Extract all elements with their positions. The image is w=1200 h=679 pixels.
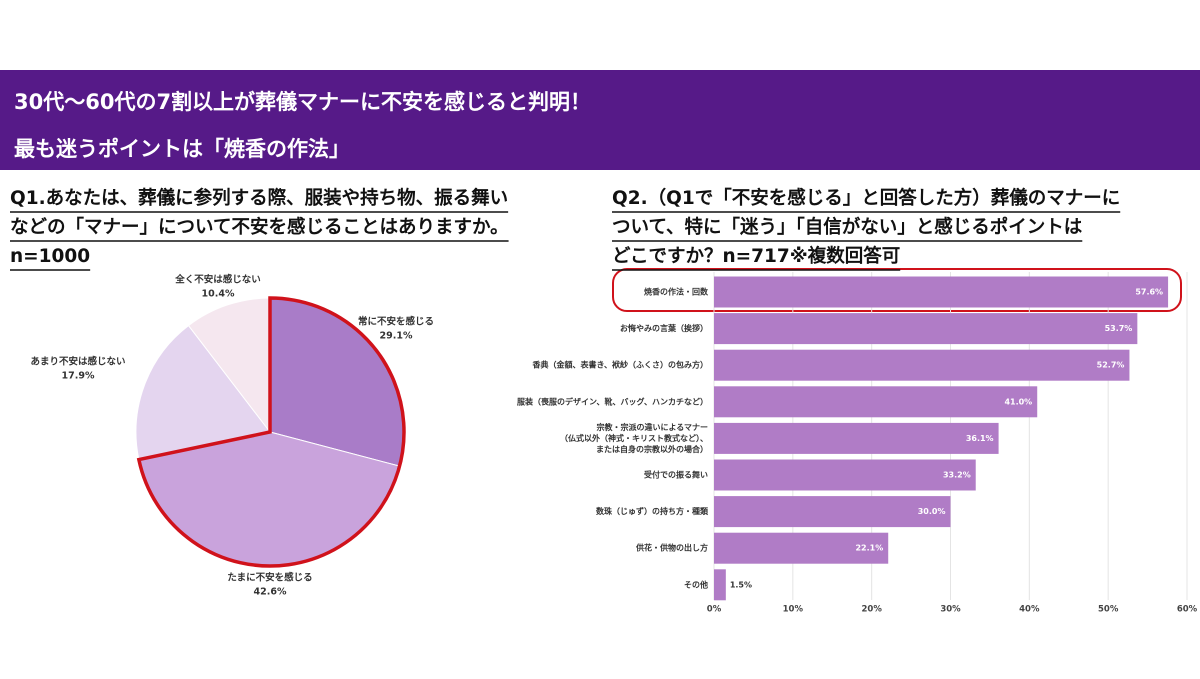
bar — [714, 496, 951, 528]
slice-value: 17.9% — [62, 371, 95, 382]
question-text: などの「マナー」について不安を感じることはありますか。 — [10, 216, 509, 238]
bar — [714, 349, 1130, 381]
category-label: または自身の宗教以外の場合） — [596, 444, 708, 454]
x-tick-label: 10% — [783, 605, 804, 615]
value-label: 36.1% — [966, 434, 994, 443]
header-line: 30代〜60代の7割以上が葬儀マナーに不安を感じると判明！ — [14, 90, 591, 114]
category-label: その他 — [684, 579, 708, 589]
pie-slice — [135, 324, 271, 461]
category-label: 服装（喪服のデザイン、靴、バッグ、ハンカチなど） — [517, 396, 708, 406]
category-label: 数珠（じゅず）の持ち方・種類 — [596, 506, 709, 516]
value-label: 30.0% — [918, 507, 946, 516]
highlight-box — [612, 268, 1182, 312]
value-label: 52.7% — [1097, 361, 1125, 370]
question-text: ついて、特に「迷う」「自信がない」と感じるポイントは — [612, 216, 1082, 238]
x-tick-label: 40% — [1019, 605, 1040, 615]
pie-slice — [187, 297, 271, 434]
bar — [714, 569, 726, 601]
bar — [714, 532, 889, 564]
category-label: お悔やみの言葉（挨拶） — [620, 323, 708, 333]
bar — [714, 276, 1169, 308]
value-label: 53.7% — [1105, 324, 1133, 333]
bar — [714, 422, 999, 454]
header-line: 最も迷うポイントは「焼香の作法」 — [14, 137, 350, 161]
question-text: どこですか？n=717※複数回答可 — [612, 245, 900, 267]
category-label: 宗教・宗派の違いによるマナー — [597, 422, 708, 432]
highlight-outline — [136, 296, 406, 568]
bar — [714, 386, 1038, 418]
x-tick-label: 60% — [1177, 605, 1198, 615]
category-label: 焼香の作法・回数 — [644, 287, 709, 297]
x-tick-label: 0% — [707, 605, 722, 615]
x-tick-label: 30% — [940, 605, 961, 615]
slice-value: 29.1% — [380, 331, 413, 342]
question-text: Q2.（Q1で「不安を感じる」と回答した方）葬儀のマナーに — [612, 187, 1120, 209]
slice-value: 42.6% — [254, 587, 287, 598]
category-label: 香典（金額、表書き、袱紗（ふくさ）の包み方） — [532, 360, 708, 370]
slice-label: たまに不安を感じる — [227, 572, 312, 584]
value-label: 41.0% — [1004, 397, 1032, 406]
category-label: （仏式以外（神式・キリスト教式など）、 — [560, 433, 708, 443]
bar — [714, 459, 976, 491]
x-tick-label: 20% — [861, 605, 882, 615]
category-label: 供花・供物の出し方 — [635, 543, 708, 553]
x-tick-label: 50% — [1098, 605, 1119, 615]
value-label: 22.1% — [855, 544, 883, 553]
slice-value: 10.4% — [202, 289, 235, 300]
value-label: 57.6% — [1135, 288, 1163, 297]
slice-label: あまり不安は感じない — [30, 356, 125, 368]
header-banner — [0, 70, 1200, 170]
value-label: 1.5% — [730, 580, 752, 589]
bar — [714, 313, 1138, 345]
question-text: n=1000 — [10, 246, 90, 267]
question-text: Q1.あなたは、葬儀に参列する際、服装や持ち物、振る舞い — [10, 187, 508, 209]
category-label: 受付での振る舞い — [644, 470, 708, 480]
value-label: 33.2% — [943, 471, 971, 480]
slice-label: 全く不安は感じない — [174, 274, 261, 286]
slice-label: 常に不安を感じる — [358, 316, 434, 328]
